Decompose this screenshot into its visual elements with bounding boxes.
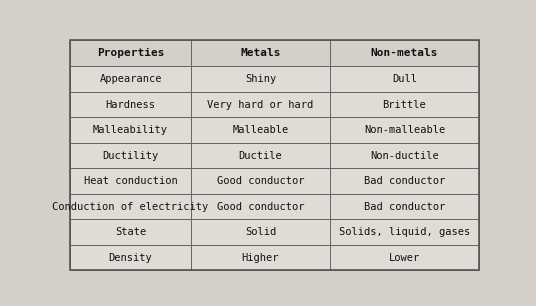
Text: Conduction of electricity: Conduction of electricity bbox=[53, 202, 209, 212]
Bar bbox=[330, 118, 479, 143]
Text: Shiny: Shiny bbox=[245, 74, 276, 84]
Text: Good conductor: Good conductor bbox=[217, 176, 304, 186]
Text: Good conductor: Good conductor bbox=[217, 202, 304, 212]
Text: Properties: Properties bbox=[97, 48, 165, 58]
Text: Metals: Metals bbox=[240, 48, 281, 58]
Bar bbox=[191, 219, 330, 245]
Bar bbox=[330, 219, 479, 245]
Bar bbox=[330, 143, 479, 169]
Bar bbox=[191, 194, 330, 219]
Text: Ductile: Ductile bbox=[239, 151, 282, 161]
Text: Lower: Lower bbox=[389, 253, 420, 263]
Text: Solids, liquid, gases: Solids, liquid, gases bbox=[339, 227, 470, 237]
Text: Heat conduction: Heat conduction bbox=[84, 176, 177, 186]
Text: Malleability: Malleability bbox=[93, 125, 168, 135]
Text: Very hard or hard: Very hard or hard bbox=[207, 100, 314, 110]
Text: State: State bbox=[115, 227, 146, 237]
Bar bbox=[330, 169, 479, 194]
Bar bbox=[191, 143, 330, 169]
Bar bbox=[191, 169, 330, 194]
Bar bbox=[70, 219, 191, 245]
Bar bbox=[70, 92, 191, 118]
Text: Higher: Higher bbox=[242, 253, 279, 263]
Bar bbox=[330, 194, 479, 219]
Bar bbox=[70, 143, 191, 169]
Bar bbox=[70, 118, 191, 143]
Bar bbox=[191, 92, 330, 118]
Bar bbox=[70, 169, 191, 194]
Bar bbox=[330, 39, 479, 66]
Bar bbox=[70, 245, 191, 271]
Text: Density: Density bbox=[109, 253, 152, 263]
Text: Brittle: Brittle bbox=[383, 100, 426, 110]
Text: Appearance: Appearance bbox=[99, 74, 162, 84]
Text: Non-malleable: Non-malleable bbox=[364, 125, 445, 135]
Bar bbox=[330, 92, 479, 118]
Text: Non-ductile: Non-ductile bbox=[370, 151, 439, 161]
Text: Bad conductor: Bad conductor bbox=[364, 176, 445, 186]
Text: Non-metals: Non-metals bbox=[371, 48, 438, 58]
Bar bbox=[191, 118, 330, 143]
Text: Dull: Dull bbox=[392, 74, 417, 84]
Bar bbox=[330, 245, 479, 271]
Bar bbox=[70, 66, 191, 92]
Bar bbox=[191, 66, 330, 92]
Text: Bad conductor: Bad conductor bbox=[364, 202, 445, 212]
Text: Malleable: Malleable bbox=[232, 125, 288, 135]
Bar bbox=[191, 39, 330, 66]
Bar bbox=[330, 66, 479, 92]
Bar bbox=[191, 245, 330, 271]
Text: Ductility: Ductility bbox=[102, 151, 159, 161]
Text: Solid: Solid bbox=[245, 227, 276, 237]
Bar bbox=[70, 39, 191, 66]
Bar bbox=[70, 194, 191, 219]
Text: Hardness: Hardness bbox=[106, 100, 155, 110]
